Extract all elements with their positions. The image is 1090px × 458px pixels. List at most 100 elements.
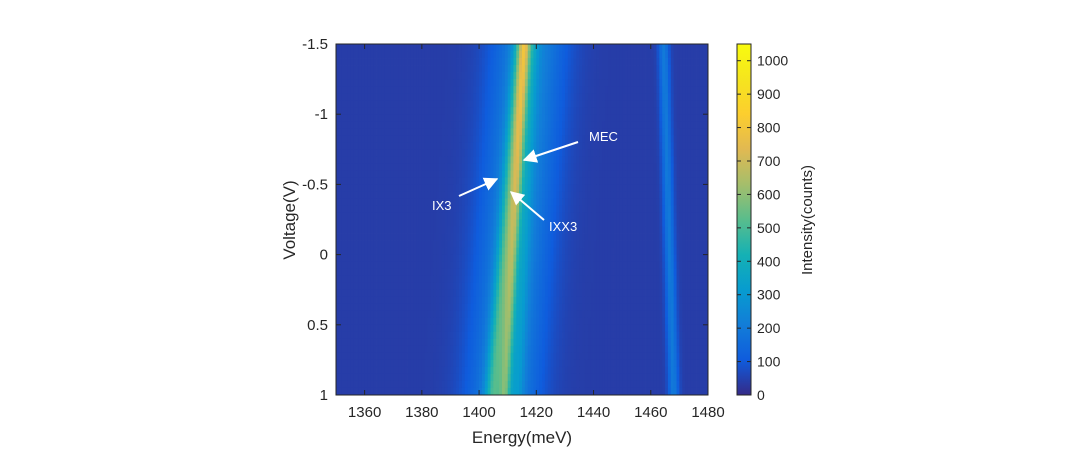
heatmap-cell [356,93,360,101]
heatmap-cell [550,44,554,52]
heatmap-cell [441,205,446,213]
heatmap-cell [659,128,663,136]
heatmap-cell [690,261,695,270]
heatmap-cell [513,163,517,171]
heatmap-cell [562,233,566,241]
heatmap-cell [510,177,514,185]
heatmap-cell [501,121,506,129]
heatmap-cell [627,107,632,115]
heatmap-cell [393,282,397,291]
heatmap-cell [501,100,506,108]
heatmap-cell [596,86,600,94]
heatmap-cell [441,114,446,122]
heatmap-cell [499,44,503,52]
heatmap-cell [702,93,706,101]
heatmap-cell [542,44,546,52]
heatmap-cell [596,177,600,185]
heatmap-cell [690,219,695,227]
heatmap-cell [573,191,577,199]
heatmap-cell [522,205,526,213]
heatmap-cell [582,163,586,171]
heatmap-cell [536,156,540,164]
heatmap-cell [487,44,491,52]
heatmap-cell [527,219,531,227]
heatmap-cell [404,107,408,115]
heatmap-cell [447,51,451,59]
heatmap-cell [450,51,454,59]
heatmap-cell [590,240,594,248]
heatmap-cell [607,114,612,122]
heatmap-cell [350,107,354,115]
heatmap-cell [599,58,603,66]
heatmap-cell [607,240,612,248]
heatmap-cell [364,107,368,115]
heatmap-cell [699,233,703,241]
heatmap-cell [584,247,589,255]
heatmap-cell [639,44,643,52]
heatmap-cell [464,191,469,199]
heatmap-cell [484,261,489,270]
heatmap-cell [547,296,552,305]
heatmap-cell [622,58,626,66]
heatmap-cell [516,170,520,178]
heatmap-cell [341,142,345,150]
heatmap-cell [522,303,526,312]
heatmap-cell [670,156,675,164]
heatmap-cell [441,310,446,319]
heatmap-cell [416,296,420,305]
heatmap-cell [424,107,428,115]
heatmap-cell [570,149,574,157]
heatmap-cell [456,226,460,234]
heatmap-cell [616,156,620,164]
heatmap-cell [622,114,626,122]
heatmap-cell [436,135,440,143]
heatmap-cell [501,51,506,59]
heatmap-cell [625,226,629,234]
heatmap-cell [364,289,368,298]
heatmap-cell [590,191,594,199]
heatmap-cell [627,226,632,234]
heatmap-cell [553,226,557,234]
heatmap-cell [587,135,592,143]
heatmap-cell [530,268,534,277]
heatmap-cell [519,261,523,270]
heatmap-cell [527,212,531,220]
heatmap-cell [416,135,420,143]
heatmap-cell [439,51,443,59]
heatmap-cell [564,233,569,241]
heatmap-cell [527,142,531,150]
heatmap-cell [456,261,460,270]
heatmap-cell [461,310,466,319]
heatmap-cell [467,226,471,234]
heatmap-cell [556,86,560,94]
heatmap-cell [421,282,426,291]
heatmap-cell [450,184,454,192]
heatmap-cell [613,170,617,178]
heatmap-cell [544,247,549,255]
heatmap-cell [639,128,643,136]
heatmap-cell [604,51,609,59]
heatmap-cell [504,128,509,136]
heatmap-cell [367,310,371,319]
heatmap-cell [665,198,669,206]
heatmap-cell [550,268,554,277]
heatmap-cell [564,191,569,199]
heatmap-cell [350,149,354,157]
heatmap-cell [413,93,417,101]
heatmap-cell [670,184,675,192]
heatmap-cell [427,149,431,157]
heatmap-cell [353,142,357,150]
heatmap-cell [373,107,377,115]
heatmap-cell [659,163,663,171]
heatmap-cell [522,135,526,143]
heatmap-cell [633,128,637,136]
heatmap-cell [479,44,483,52]
heatmap-cell [493,268,497,277]
heatmap-cell [639,142,643,150]
heatmap-cell [519,149,523,157]
heatmap-cell [699,219,703,227]
heatmap-cell [513,275,517,284]
heatmap-cell [699,240,703,248]
heatmap-cell [404,184,408,192]
heatmap-cell [376,107,380,115]
